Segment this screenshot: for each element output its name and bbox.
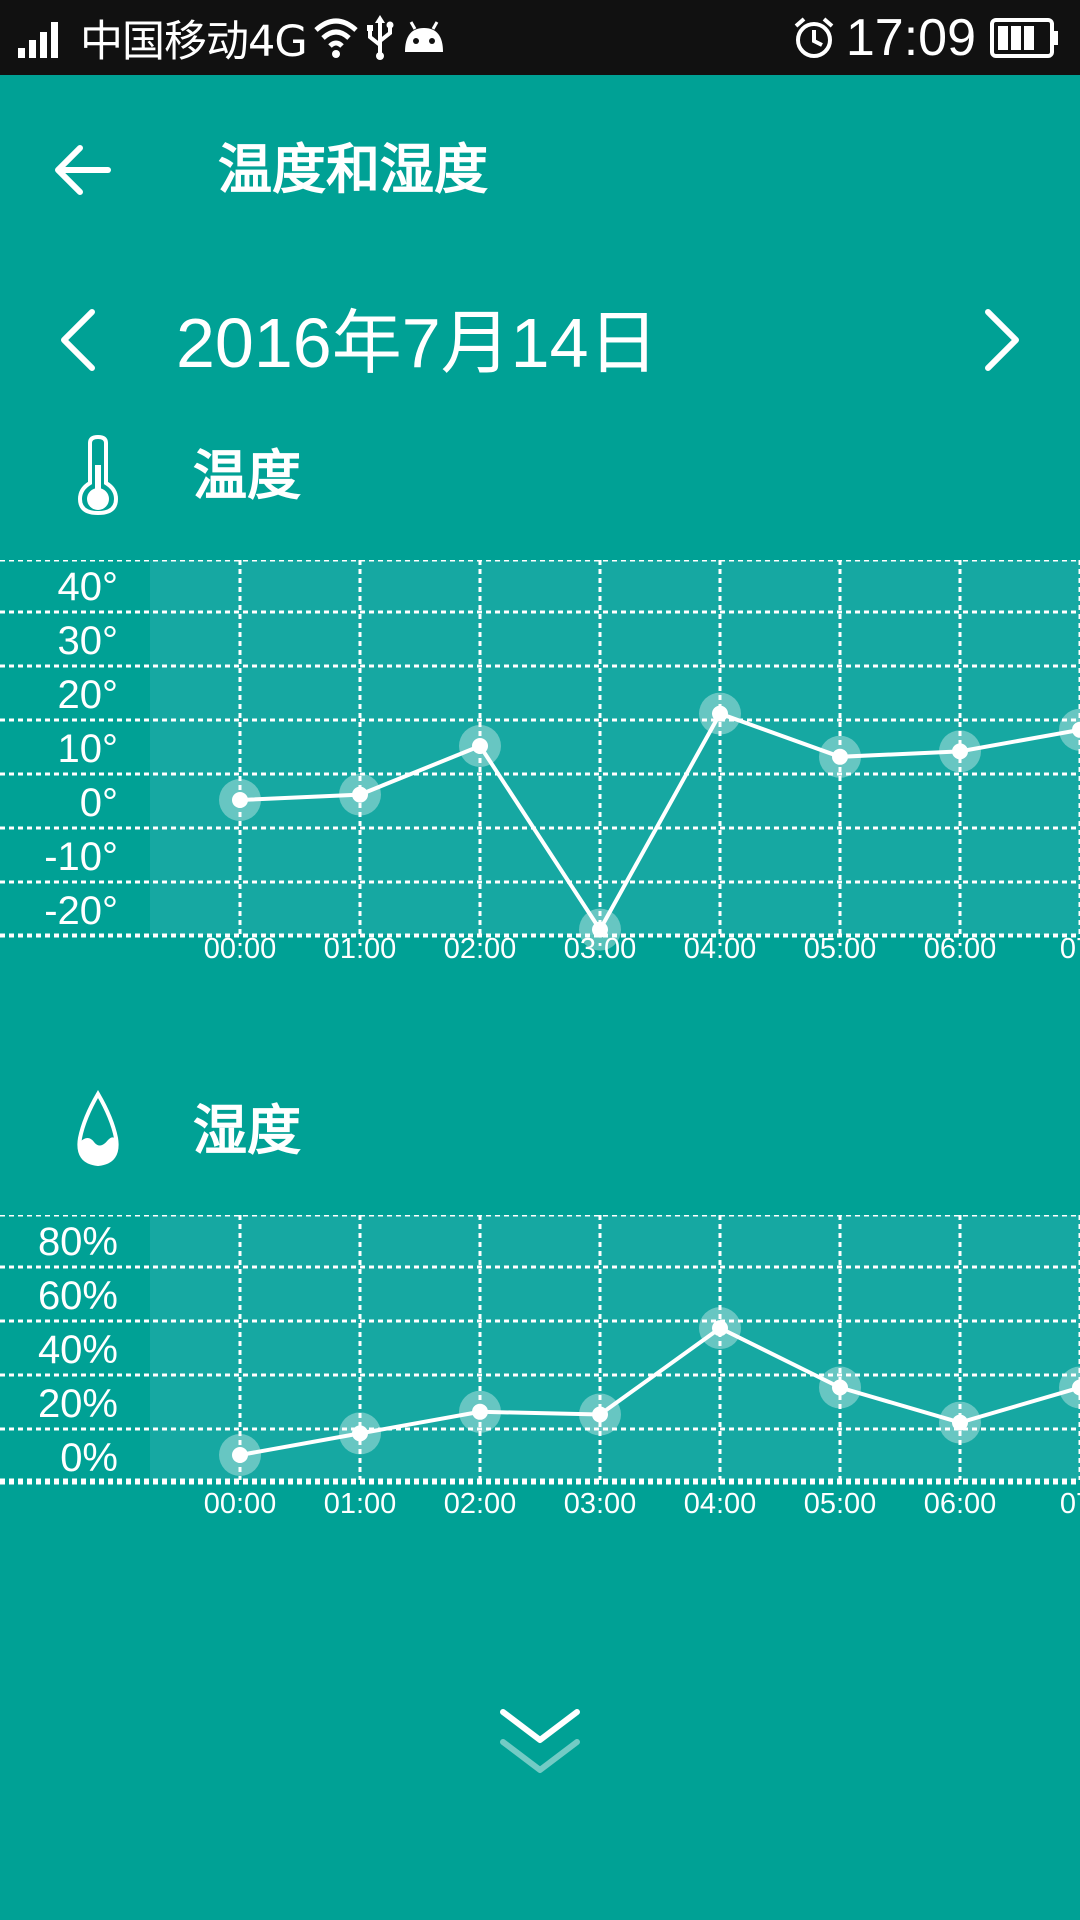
data-point: [952, 1414, 968, 1431]
y-tick-label: 40°: [58, 565, 119, 609]
data-point-halo: [1059, 1366, 1080, 1409]
y-tick-label: 30°: [58, 619, 119, 663]
y-tick-label: -10°: [44, 835, 118, 879]
x-tick-label: 07:: [1060, 933, 1080, 965]
y-tick-label: 60%: [38, 1274, 118, 1318]
usb-icon: [366, 15, 394, 60]
series-line: [239, 1325, 1080, 1457]
x-tick-label: 02:00: [444, 1488, 517, 1520]
page-title: 温度和湿度: [218, 138, 488, 201]
data-point: [952, 743, 968, 760]
date-label: 2016年7月14日: [176, 304, 659, 382]
battery-icon: [990, 18, 1058, 58]
data-point: [352, 786, 368, 803]
chevron-down-icon: [500, 1709, 580, 1773]
data-point: [712, 1320, 728, 1337]
x-tick-label: 06:00: [924, 1488, 997, 1520]
x-tick-label: 06:00: [924, 933, 997, 965]
humidity-chart: 80% 60% 40% 20% 0% 00:00 01:00 02:00 03:00 04:00 0…: [0, 1215, 1080, 1520]
data-point: [832, 748, 848, 765]
data-point: [1072, 1379, 1080, 1396]
x-tick-label: 04:00: [684, 1488, 757, 1520]
droplet-icon: [70, 1090, 126, 1170]
status-right: 17:09: [792, 8, 1060, 68]
y-tick-label: 20°: [58, 673, 119, 717]
data-point: [472, 738, 488, 754]
x-tick-label: 01:00: [324, 933, 397, 965]
x-tick-label: 03:00: [564, 933, 637, 965]
data-point: [1072, 721, 1080, 738]
data-point: [592, 1406, 608, 1423]
data-point: [232, 792, 248, 808]
series-line: [239, 711, 1080, 934]
temperature-header: 温度: [0, 434, 1080, 525]
y-tick-label: 40%: [38, 1328, 118, 1372]
next-day-button[interactable]: [970, 300, 1030, 380]
x-tick-label: 07:: [1060, 1488, 1080, 1520]
temperature-label: 温度: [193, 444, 301, 507]
back-button[interactable]: [50, 140, 120, 200]
temperature-chart: 40° 30° 20° 10° 0° -10° -20° 00:00 01:00 02:00 03:…: [0, 560, 1080, 965]
signal-icon: [18, 22, 58, 58]
expand-button[interactable]: [495, 1700, 585, 1790]
x-tick-label: 03:00: [564, 1488, 637, 1520]
wifi-icon: [314, 18, 358, 58]
alarm-icon: [794, 17, 834, 58]
y-tick-label: 10°: [58, 727, 119, 771]
data-point-halo: [1059, 708, 1080, 751]
app-screen: 温度和湿度 2016年7月14日 温度 40° 30° 20° 10° 0° -10° -2…: [0, 75, 1080, 1920]
plot-area: [150, 1215, 1080, 1480]
y-tick-label: -20°: [44, 889, 118, 933]
chevron-right-icon: [985, 309, 1019, 371]
humidity-header: 湿度: [0, 1090, 1080, 1180]
title-bar: 温度和湿度: [0, 115, 1080, 225]
y-tick-label: 0°: [80, 781, 118, 825]
previous-day-button[interactable]: [50, 300, 110, 380]
status-time: 17:09: [845, 9, 976, 67]
data-point: [592, 921, 608, 938]
status-bar: 中国移动4G 17:: [0, 0, 1080, 75]
y-tick-label: 0%: [60, 1436, 118, 1480]
x-tick-label: 02:00: [444, 933, 517, 965]
y-tick-label: 80%: [38, 1220, 118, 1264]
plot-area: [150, 560, 1080, 935]
data-point: [232, 1447, 248, 1463]
carrier-label: 中国移动4G: [80, 17, 308, 67]
data-point: [832, 1379, 848, 1396]
data-point: [352, 1425, 368, 1442]
y-tick-label: 20%: [38, 1382, 118, 1426]
x-tick-label: 05:00: [804, 933, 877, 965]
x-tick-label: 00:00: [204, 933, 277, 965]
arrow-left-icon: [55, 145, 111, 195]
date-navigator: 2016年7月14日: [0, 280, 1080, 400]
x-tick-label: 05:00: [804, 1488, 877, 1520]
status-left: 中国移动4G: [18, 8, 447, 68]
x-tick-label: 00:00: [204, 1488, 277, 1520]
android-icon: [404, 21, 443, 52]
humidity-label: 湿度: [193, 1099, 301, 1162]
chevron-left-icon: [61, 309, 95, 371]
data-point: [712, 705, 728, 722]
x-tick-label: 01:00: [324, 1488, 397, 1520]
data-point: [472, 1403, 488, 1420]
x-tick-label: 04:00: [684, 933, 757, 965]
thermometer-icon: [70, 434, 126, 516]
